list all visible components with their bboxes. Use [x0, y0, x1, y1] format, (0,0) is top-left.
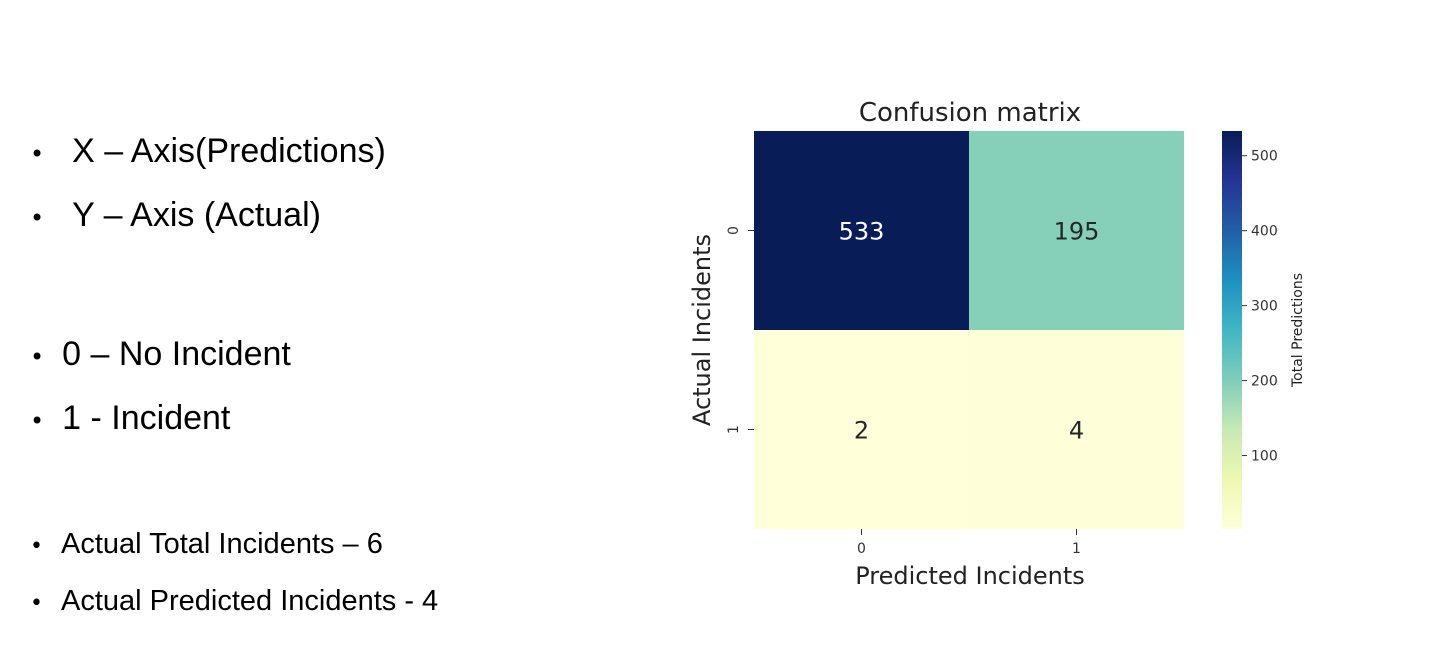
colorbar-tick-label: 300	[1251, 299, 1278, 315]
bullet-y-axis: • Y – Axis (Actual)	[30, 196, 321, 235]
colorbar	[1222, 131, 1242, 529]
cell-value-label: 2	[854, 417, 869, 445]
colorbar-label: Total Predictions	[1290, 273, 1306, 388]
cell-value-label: 4	[1069, 417, 1084, 445]
colorbar-tick-label: 500	[1251, 149, 1278, 165]
y-tick-label: 1	[726, 425, 742, 434]
x-tick-label: 1	[1072, 541, 1081, 557]
bullet-text: X – Axis(Predictions)	[72, 132, 386, 170]
colorbar-tick-label: 100	[1251, 449, 1278, 465]
bullet-dot: •	[30, 343, 45, 371]
bullet-dot: •	[30, 534, 43, 559]
bullet-incident: • 1 - Incident	[30, 399, 230, 438]
axis-ticks: 0 1 0 1	[726, 226, 1081, 557]
heatmap-cells	[754, 131, 1184, 529]
bullet-dot: •	[30, 407, 45, 435]
heatmap-cell-labels: 533 195 2 4	[839, 218, 1100, 445]
bullet-text: Actual Total Incidents – 6	[60, 528, 383, 560]
confusion-matrix-chart: Confusion matrix 533 195 2 4 0 1 0 1 Predicted…	[688, 98, 1306, 590]
heatmap-cell	[754, 131, 969, 330]
bullet-text: 1 - Incident	[62, 399, 231, 437]
bullet-dot: •	[30, 140, 45, 168]
x-axis-label: Predicted Incidents	[855, 562, 1085, 590]
bullet-text: Y – Axis (Actual)	[72, 196, 321, 234]
bullet-dot: •	[30, 204, 45, 232]
bullet-dot: •	[30, 591, 43, 616]
heatmap-cell	[969, 330, 1184, 529]
bullet-text: Actual Predicted Incidents - 4	[60, 585, 439, 617]
bullet-actual-predicted: • Actual Predicted Incidents - 4	[30, 585, 438, 618]
cell-value-label: 195	[1054, 218, 1100, 246]
chart-title: Confusion matrix	[859, 98, 1081, 128]
heatmap-cell	[754, 330, 969, 529]
bullet-text: 0 – No Incident	[62, 335, 291, 373]
y-axis-label: Actual Incidents	[688, 234, 716, 426]
colorbar-tick-label: 400	[1251, 224, 1278, 240]
x-tick-label: 0	[857, 541, 866, 557]
y-tick-label: 0	[726, 226, 742, 235]
heatmap-cell	[969, 131, 1184, 330]
colorbar-tick-label: 200	[1251, 374, 1278, 390]
colorbar-ticks: 100 200 300 400 500	[1242, 149, 1278, 465]
bullet-x-axis: • X – Axis(Predictions)	[30, 132, 386, 171]
bullet-actual-total: • Actual Total Incidents – 6	[30, 528, 383, 561]
bullet-no-incident: • 0 – No Incident	[30, 335, 291, 374]
cell-value-label: 533	[839, 218, 885, 246]
